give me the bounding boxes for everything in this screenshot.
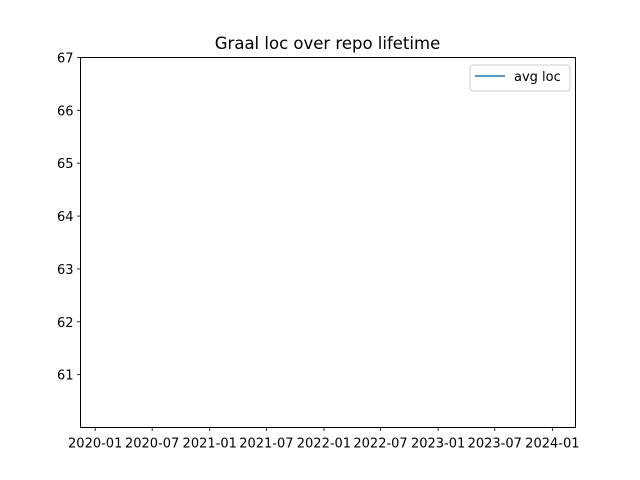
legend-label-avg-loc: avg loc — [514, 70, 561, 85]
y-tick-label: 61 — [57, 369, 74, 384]
y-tick-label: 65 — [57, 157, 74, 172]
legend: avg loc — [469, 64, 571, 92]
x-tick-label: 2023-07 — [468, 437, 522, 452]
y-axis: 61 62 63 64 65 66 67 — [57, 52, 81, 384]
x-tick-label: 2024-01 — [525, 437, 579, 452]
x-axis: 2020-01 2020-07 2021-01 2021-07 2022-01 2022-… — [68, 427, 580, 452]
legend-box — [469, 64, 571, 92]
y-tick-label: 67 — [57, 52, 74, 67]
chart-title: Graal loc over repo lifetime — [215, 34, 440, 53]
x-tick-label: 2023-01 — [411, 437, 465, 452]
x-tick-label: 2020-07 — [125, 437, 179, 452]
x-tick-label: 2021-01 — [183, 437, 237, 452]
y-tick-label: 63 — [57, 263, 74, 278]
y-tick-label: 62 — [57, 316, 74, 331]
y-tick-label: 66 — [57, 104, 74, 119]
plot-area — [80, 57, 576, 428]
x-tick-label: 2021-07 — [239, 437, 293, 452]
y-tick-label: 64 — [57, 210, 74, 225]
x-tick-label: 2020-01 — [68, 437, 122, 452]
x-tick-label: 2022-01 — [297, 437, 351, 452]
x-tick-label: 2022-07 — [353, 437, 407, 452]
